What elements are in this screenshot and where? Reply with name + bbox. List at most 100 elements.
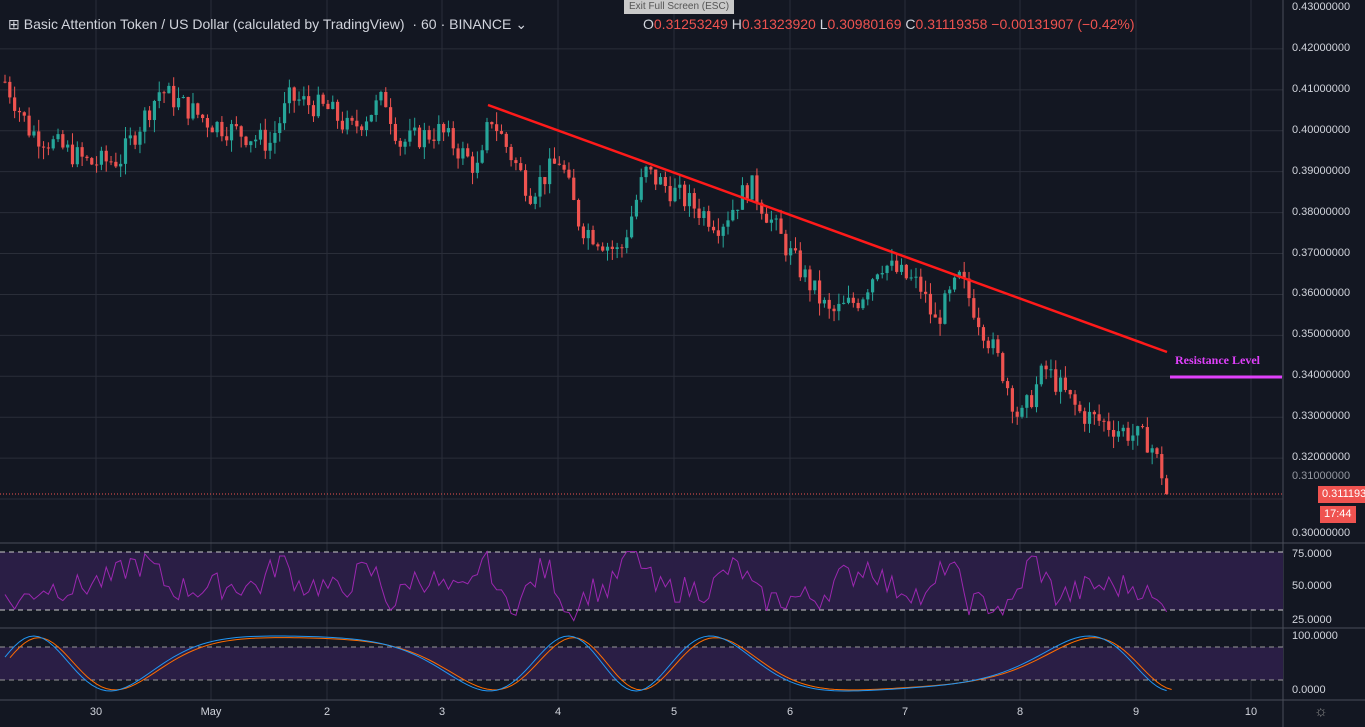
price-axis-label-031: 0.31000000 xyxy=(1292,470,1351,482)
time-axis-label: May xyxy=(200,706,222,718)
candle-body xyxy=(364,121,369,131)
candle-body xyxy=(249,141,253,146)
candle-body xyxy=(528,195,532,204)
candle-body xyxy=(654,169,658,185)
rsi-axis-label: 50.0000 xyxy=(1292,580,1332,592)
candle-body xyxy=(475,162,479,173)
price-axis-label: 0.42000000 xyxy=(1292,41,1351,54)
candle-body xyxy=(523,170,528,196)
candle-body xyxy=(176,98,181,108)
candle-body xyxy=(1068,389,1072,395)
candle-body xyxy=(895,260,899,272)
candle-body xyxy=(239,126,243,137)
candle-body xyxy=(205,118,210,128)
candle-body xyxy=(485,122,489,151)
candle-body xyxy=(258,129,263,140)
candle-body xyxy=(157,92,161,101)
candle-body xyxy=(760,202,764,214)
candle-body xyxy=(403,141,407,147)
candle-body xyxy=(774,218,778,220)
candle-body xyxy=(379,91,383,101)
candle-body xyxy=(736,209,740,211)
candle-body xyxy=(639,177,643,200)
candle-body xyxy=(1097,414,1101,421)
expand-icon[interactable]: ⊞ xyxy=(8,16,20,32)
candle-body xyxy=(499,131,504,134)
candle-body xyxy=(1015,411,1019,417)
rsi-axis-label: 25.0000 xyxy=(1292,614,1332,626)
candle-body xyxy=(56,134,60,140)
candle-body xyxy=(615,247,619,250)
candle-body xyxy=(572,177,576,200)
candle-body xyxy=(1049,369,1053,371)
candle-body xyxy=(119,163,123,167)
candle-body xyxy=(99,150,103,165)
candle-body xyxy=(384,91,388,108)
candle-body xyxy=(789,248,793,256)
candle-body xyxy=(1030,395,1034,408)
rsi-axis-label: 75.0000 xyxy=(1292,548,1332,560)
candle-body xyxy=(562,164,566,170)
candle-body xyxy=(1034,384,1039,408)
candle-body xyxy=(880,273,884,275)
candle-body xyxy=(601,246,605,251)
candle-body xyxy=(311,105,316,117)
candle-body xyxy=(123,138,128,164)
symbol-title: Basic Attention Token / US Dollar (calcu… xyxy=(23,16,405,32)
candle-body xyxy=(1165,478,1169,495)
candle-body xyxy=(673,187,677,202)
candle-body xyxy=(817,280,822,304)
candle-body xyxy=(750,175,754,200)
candle-body xyxy=(1087,411,1092,424)
candle-body xyxy=(813,280,817,291)
candle-body xyxy=(114,161,118,167)
candle-body xyxy=(220,121,224,137)
price-axis-label: 0.32000000 xyxy=(1292,451,1351,464)
price-axis-label: 0.33000000 xyxy=(1292,410,1351,423)
candle-body xyxy=(721,226,725,236)
candle-body xyxy=(90,158,94,165)
candle-body xyxy=(943,293,947,324)
candle-body xyxy=(331,101,335,109)
candle-body xyxy=(784,233,788,256)
candle-body xyxy=(933,314,937,318)
candle-body xyxy=(576,199,581,227)
candle-body xyxy=(731,209,735,221)
candle-body xyxy=(355,120,359,127)
candle-body xyxy=(470,156,475,173)
candle-body xyxy=(837,303,841,312)
candle-body xyxy=(716,230,720,236)
candle-body xyxy=(273,132,277,143)
candle-body xyxy=(446,128,451,133)
candle-body xyxy=(148,110,152,121)
candle-body xyxy=(924,291,928,294)
candle-body xyxy=(480,150,484,163)
candle-body xyxy=(977,317,981,328)
candle-body xyxy=(1039,365,1043,385)
candle-body xyxy=(1112,429,1116,437)
settings-gear-icon[interactable]: ☼ xyxy=(1314,703,1328,720)
candle-body xyxy=(996,339,1000,354)
symbol-header[interactable]: ⊞ Basic Attention Token / US Dollar (calc… xyxy=(8,16,528,32)
candle-body xyxy=(85,156,89,159)
chevron-down-icon[interactable]: ⌄ xyxy=(515,16,528,32)
candle-body xyxy=(644,166,648,178)
price-axis-label: 0.30000000 xyxy=(1292,527,1351,539)
candle-body xyxy=(803,269,807,278)
candle-body xyxy=(191,103,195,119)
time-axis-label: 4 xyxy=(554,706,562,718)
interval[interactable]: 60 xyxy=(420,16,437,32)
candle-body xyxy=(678,184,682,188)
candle-body xyxy=(548,158,552,185)
candle-body xyxy=(755,175,759,203)
candle-body xyxy=(610,246,614,250)
candle-body xyxy=(297,99,301,101)
candle-body xyxy=(899,264,904,272)
candle-body xyxy=(952,277,957,290)
candle-body xyxy=(138,131,142,145)
time-axis-label: 3 xyxy=(438,706,446,718)
candle-body xyxy=(991,339,995,349)
candle-body xyxy=(3,81,7,83)
candle-body xyxy=(557,163,561,165)
